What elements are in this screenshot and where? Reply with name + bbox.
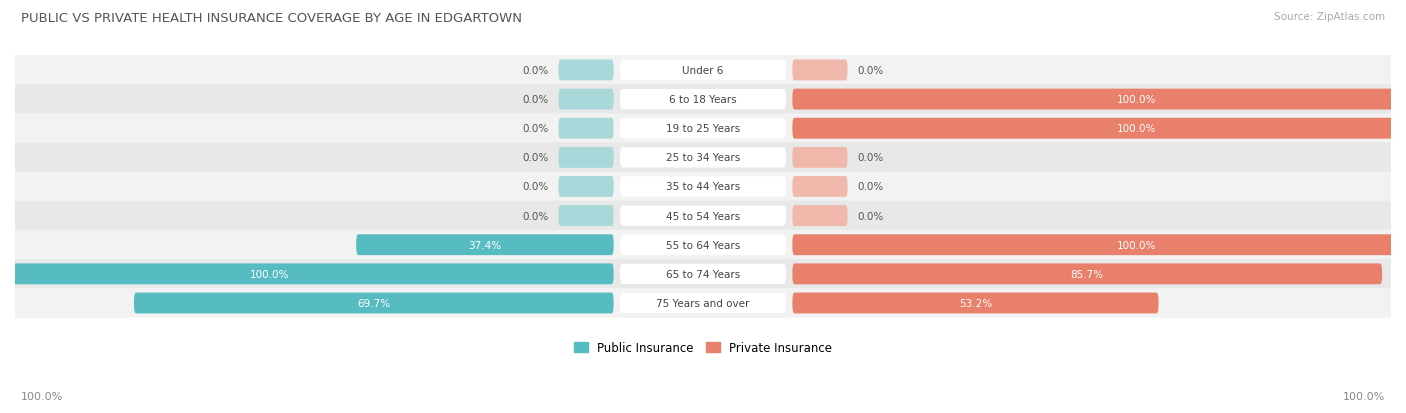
FancyBboxPatch shape xyxy=(620,293,786,313)
Text: 53.2%: 53.2% xyxy=(959,298,993,308)
Text: 35 to 44 Years: 35 to 44 Years xyxy=(666,182,740,192)
Text: 69.7%: 69.7% xyxy=(357,298,391,308)
Text: 100.0%: 100.0% xyxy=(21,391,63,401)
Text: 85.7%: 85.7% xyxy=(1071,269,1104,279)
Text: 75 Years and over: 75 Years and over xyxy=(657,298,749,308)
FancyBboxPatch shape xyxy=(15,56,1391,85)
Text: 0.0%: 0.0% xyxy=(522,95,548,105)
Text: 0.0%: 0.0% xyxy=(858,182,884,192)
Text: 0.0%: 0.0% xyxy=(522,182,548,192)
FancyBboxPatch shape xyxy=(620,177,786,197)
FancyBboxPatch shape xyxy=(793,119,1406,139)
Text: 45 to 54 Years: 45 to 54 Years xyxy=(666,211,740,221)
Text: 65 to 74 Years: 65 to 74 Years xyxy=(666,269,740,279)
Text: 0.0%: 0.0% xyxy=(858,211,884,221)
Text: 0.0%: 0.0% xyxy=(858,66,884,76)
FancyBboxPatch shape xyxy=(0,264,613,285)
FancyBboxPatch shape xyxy=(620,235,786,255)
FancyBboxPatch shape xyxy=(15,114,1391,144)
FancyBboxPatch shape xyxy=(793,177,848,197)
Legend: Public Insurance, Private Insurance: Public Insurance, Private Insurance xyxy=(569,337,837,359)
FancyBboxPatch shape xyxy=(558,119,613,139)
FancyBboxPatch shape xyxy=(356,235,613,256)
Text: 0.0%: 0.0% xyxy=(522,153,548,163)
Text: 25 to 34 Years: 25 to 34 Years xyxy=(666,153,740,163)
FancyBboxPatch shape xyxy=(620,61,786,81)
FancyBboxPatch shape xyxy=(558,90,613,110)
Text: 0.0%: 0.0% xyxy=(522,211,548,221)
FancyBboxPatch shape xyxy=(558,60,613,81)
FancyBboxPatch shape xyxy=(15,201,1391,231)
FancyBboxPatch shape xyxy=(15,172,1391,202)
Text: 0.0%: 0.0% xyxy=(858,153,884,163)
Text: 37.4%: 37.4% xyxy=(468,240,502,250)
FancyBboxPatch shape xyxy=(558,177,613,197)
FancyBboxPatch shape xyxy=(793,90,1406,110)
FancyBboxPatch shape xyxy=(620,206,786,226)
Text: PUBLIC VS PRIVATE HEALTH INSURANCE COVERAGE BY AGE IN EDGARTOWN: PUBLIC VS PRIVATE HEALTH INSURANCE COVER… xyxy=(21,12,522,25)
Text: 100.0%: 100.0% xyxy=(1116,240,1156,250)
Text: 100.0%: 100.0% xyxy=(250,269,290,279)
FancyBboxPatch shape xyxy=(793,293,1159,313)
Text: 0.0%: 0.0% xyxy=(522,66,548,76)
Text: 55 to 64 Years: 55 to 64 Years xyxy=(666,240,740,250)
Text: 6 to 18 Years: 6 to 18 Years xyxy=(669,95,737,105)
FancyBboxPatch shape xyxy=(620,119,786,139)
FancyBboxPatch shape xyxy=(620,148,786,168)
FancyBboxPatch shape xyxy=(15,85,1391,115)
Text: 19 to 25 Years: 19 to 25 Years xyxy=(666,124,740,134)
Text: 0.0%: 0.0% xyxy=(522,124,548,134)
FancyBboxPatch shape xyxy=(15,230,1391,260)
FancyBboxPatch shape xyxy=(793,147,848,169)
FancyBboxPatch shape xyxy=(558,147,613,169)
FancyBboxPatch shape xyxy=(793,206,848,226)
Text: 100.0%: 100.0% xyxy=(1343,391,1385,401)
FancyBboxPatch shape xyxy=(134,293,613,313)
FancyBboxPatch shape xyxy=(15,143,1391,173)
FancyBboxPatch shape xyxy=(620,90,786,110)
FancyBboxPatch shape xyxy=(793,60,848,81)
FancyBboxPatch shape xyxy=(558,206,613,226)
Text: 100.0%: 100.0% xyxy=(1116,124,1156,134)
FancyBboxPatch shape xyxy=(793,235,1406,256)
Text: Source: ZipAtlas.com: Source: ZipAtlas.com xyxy=(1274,12,1385,22)
FancyBboxPatch shape xyxy=(15,288,1391,318)
FancyBboxPatch shape xyxy=(620,264,786,284)
Text: Under 6: Under 6 xyxy=(682,66,724,76)
FancyBboxPatch shape xyxy=(15,259,1391,289)
Text: 100.0%: 100.0% xyxy=(1116,95,1156,105)
FancyBboxPatch shape xyxy=(793,264,1382,285)
